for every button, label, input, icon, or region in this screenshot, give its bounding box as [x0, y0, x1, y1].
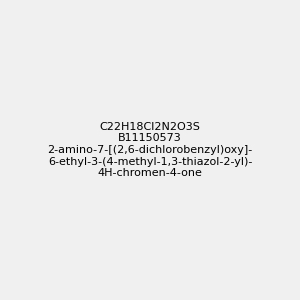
Text: C22H18Cl2N2O3S
B11150573
2-amino-7-[(2,6-dichlorobenzyl)oxy]-
6-ethyl-3-(4-methy: C22H18Cl2N2O3S B11150573 2-amino-7-[(2,6… [47, 122, 253, 178]
